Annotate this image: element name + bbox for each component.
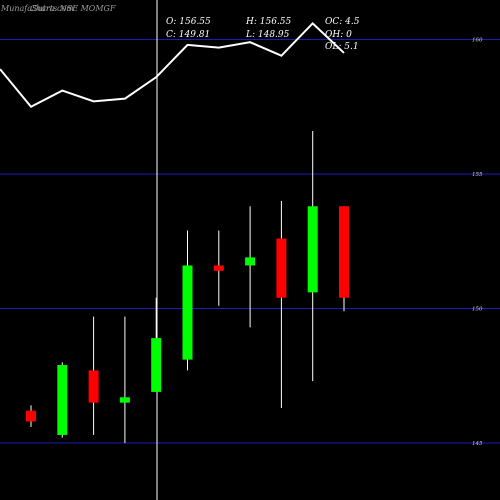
candle-body <box>339 206 349 298</box>
overlay-line <box>0 21 345 109</box>
candle-body <box>88 370 99 403</box>
candle-body <box>213 265 224 271</box>
candle-body <box>151 338 162 392</box>
oh-value: OH: 0 <box>325 30 352 40</box>
chart-title: Charts NSE MOMGF <box>30 4 116 13</box>
candle-body <box>26 410 36 422</box>
candles <box>26 130 349 443</box>
open-value: O: 156.55 <box>166 17 211 27</box>
candle-body <box>182 265 193 360</box>
candle-body <box>276 238 287 298</box>
oc-value: OC: 4.5 <box>325 17 360 27</box>
y-tick-label: 155 <box>472 172 483 178</box>
y-tick-label: 150 <box>472 307 483 313</box>
y-axis-ticks: 160 155 150 145 <box>472 38 483 448</box>
y-tick-label: 145 <box>472 441 483 447</box>
watermark: MunafaSutra.com <box>0 4 74 13</box>
ol-value: OL: 5.1 <box>325 42 359 52</box>
candle-body <box>57 364 68 435</box>
high-value: H: 156.55 <box>245 17 292 27</box>
close-value: C: 149.81 <box>166 30 210 40</box>
candle-body <box>119 397 130 403</box>
y-tick-label: 160 <box>472 38 483 44</box>
candle-body <box>307 206 318 293</box>
low-value: L: 148.95 <box>245 30 290 40</box>
candle-body <box>245 257 256 266</box>
overlay-line-series <box>0 21 345 109</box>
